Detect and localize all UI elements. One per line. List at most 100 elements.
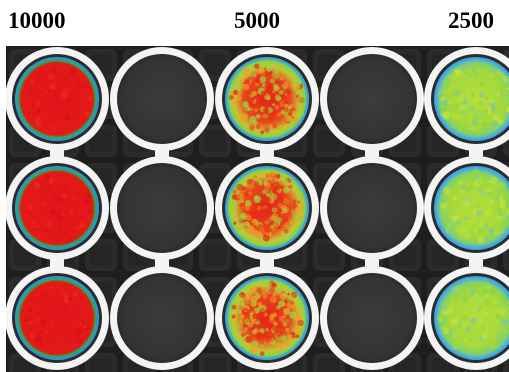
signal-speckle [282,208,288,214]
signal-speckle [490,206,495,210]
signal-speckle [85,325,92,331]
signal-speckle [450,223,457,230]
signal-speckle [267,208,271,212]
signal-speckle [478,189,483,194]
signal-speckle [469,298,472,302]
signal-speckle [262,113,268,119]
signal-speckle [287,334,293,340]
well-low [424,47,509,151]
well-plate-image [6,46,509,372]
signal-speckle [255,291,259,295]
signal-speckle [452,340,458,347]
signal-speckle [237,86,243,92]
signal-speckle [253,107,259,113]
signal-speckle [500,93,503,97]
signal-speckle [450,317,458,326]
signal-speckle [458,116,464,121]
well-high [6,266,109,370]
signal-speckle [295,307,299,311]
signal-speckle [497,211,503,217]
signal-speckle [487,199,490,203]
signal-speckle [437,89,444,96]
signal-speckle [263,188,269,194]
signal-speckle [284,298,290,304]
signal-speckle [486,78,490,82]
signal-speckle [269,205,273,209]
signal-speckle [264,347,269,352]
signal-speckle [447,100,453,105]
signal-speckle [75,224,81,230]
signal-speckle [263,281,271,288]
signal-speckle [52,126,56,130]
signal-speckle [250,174,257,180]
signal-speckle [61,290,66,295]
signal-speckle [447,228,454,235]
signal-speckle [230,204,238,212]
well-plate-svg [6,46,509,372]
signal-speckle [440,105,444,108]
signal-speckle [45,186,51,192]
signal-speckle [284,309,290,315]
signal-speckle [257,110,262,116]
signal-speckle [298,198,304,204]
signal-speckle [490,176,498,185]
signal-speckle [254,195,259,199]
signal-speckle [62,114,70,122]
signal-speckle [282,314,286,318]
signal-speckle [480,102,486,108]
signal-speckle [266,321,275,330]
signal-speckle [456,206,463,213]
signal-speckle [446,221,450,225]
signal-speckle [278,193,284,198]
signal-speckle [270,341,276,347]
signal-speckle [253,181,260,188]
signal-speckle [29,297,35,302]
signal-speckle [287,178,292,183]
signal-speckle [55,196,63,204]
signal-speckle [442,111,450,120]
signal-speckle [484,189,489,193]
signal-speckle [497,118,504,125]
signal-speckle [28,91,33,97]
signal-speckle [244,186,250,192]
signal-speckle [499,341,504,346]
signal-speckle [278,124,284,130]
signal-speckle [489,228,495,234]
signal-speckle [466,115,470,119]
signal-speckle [285,67,292,74]
signal-speckle [246,296,250,300]
signal-speckle [268,84,274,91]
signal-speckle [289,219,294,225]
signal-speckle [266,180,272,186]
signal-speckle [231,314,236,319]
signal-speckle [267,191,275,199]
signal-speckle [30,80,34,84]
signal-speckle [45,293,50,299]
signal-speckle [265,95,271,101]
signal-speckle [232,189,238,195]
signal-speckle [65,334,71,339]
signal-speckle [266,291,270,295]
signal-speckle [489,68,495,74]
signal-speckle [84,214,92,222]
signal-speckle [244,200,251,207]
signal-speckle [250,346,258,354]
signal-speckle [292,83,300,91]
signal-speckle [263,107,269,113]
signal-speckle [46,221,52,227]
signal-speckle [479,82,485,88]
signal-speckle [464,200,471,208]
signal-speckle [50,209,57,216]
signal-speckle [262,234,270,242]
signal-speckle [481,333,489,340]
signal-speckle [257,302,262,306]
signal-speckle [443,79,447,83]
signal-speckle [86,209,93,215]
signal-speckle [255,113,261,119]
signal-speckle [466,119,469,123]
signal-speckle [504,214,509,221]
signal-speckle [47,89,52,93]
signal-speckle [478,101,484,106]
signal-speckle [261,303,264,306]
signal-speckle [61,182,70,190]
